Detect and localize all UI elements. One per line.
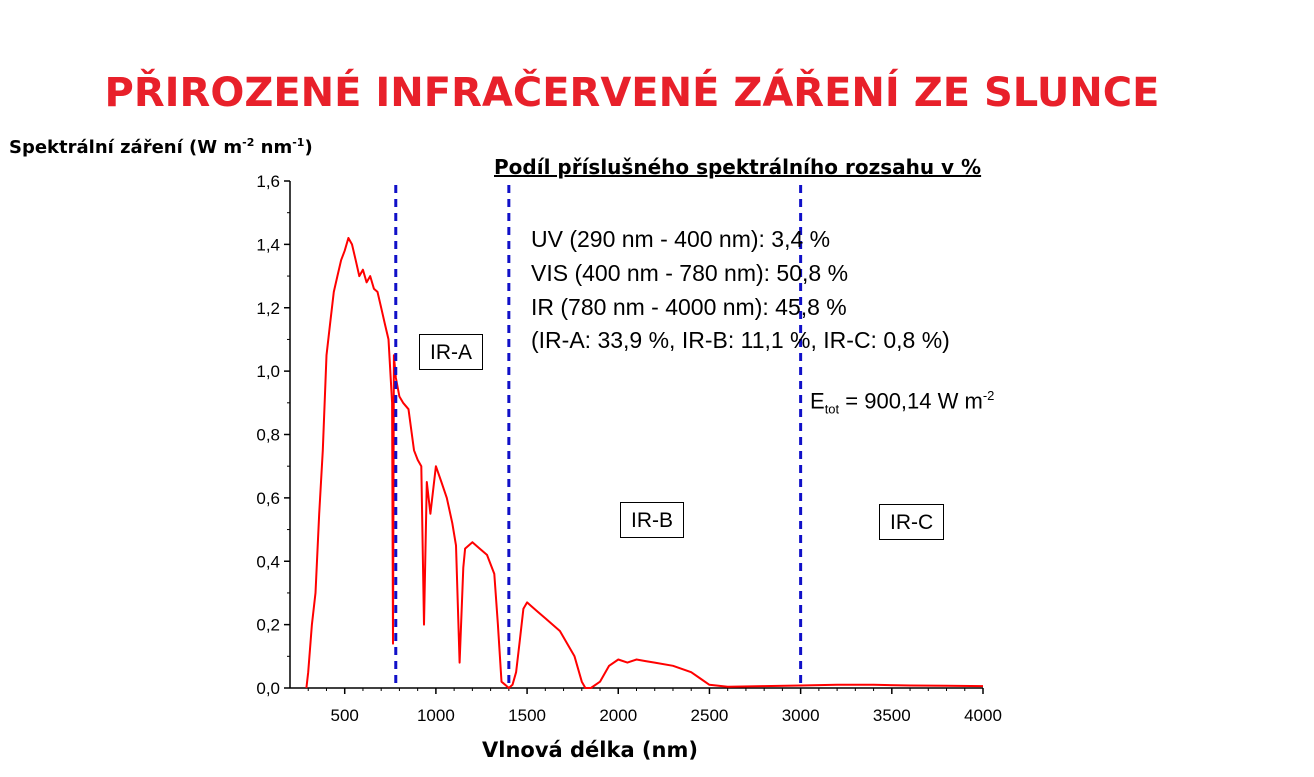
- x-tick-label: 3000: [782, 706, 820, 725]
- share-line-vis: VIS (400 nm - 780 nm): 50,8 %: [531, 260, 849, 286]
- y-tick-label: 0,2: [256, 616, 280, 635]
- x-tick-label: 500: [331, 706, 359, 725]
- y-tick-label: 0,6: [256, 489, 280, 508]
- total-irradiance-symbol: E: [810, 388, 825, 414]
- x-axis-title: Vlnová délka (nm): [482, 738, 698, 762]
- band-label-ir-b: IR-B: [620, 502, 684, 538]
- band-label-ir-c: IR-C: [879, 504, 945, 540]
- y-axis-title-mid: nm: [254, 137, 293, 158]
- x-tick-label: 3500: [873, 706, 911, 725]
- page-title: PŘIROZENÉ INFRAČERVENÉ ZÁŘENÍ ZE SLUNCE: [104, 70, 1160, 116]
- share-line-ir: IR (780 nm - 4000 nm): 45,8 %: [531, 294, 847, 320]
- total-irradiance-exp: -2: [982, 388, 995, 403]
- x-tick-label: 4000: [964, 706, 1002, 725]
- x-tick-label: 2500: [691, 706, 729, 725]
- y-axis-title: Spektrální záření (W m-2 nm-1): [9, 136, 313, 158]
- y-axis-title-main: Spektrální záření (W m: [9, 137, 243, 158]
- y-tick-label: 0,4: [256, 552, 280, 571]
- y-tick-label: 0,8: [256, 426, 280, 445]
- total-irradiance-value: = 900,14 W m: [839, 388, 983, 414]
- y-axis-title-exp1: -2: [242, 136, 255, 149]
- y-tick-label: 1,4: [256, 235, 280, 254]
- y-axis-title-end: ): [304, 137, 313, 158]
- chart-axes: 0,0 0,2 0,4 0,6 0,8 1,0 1,2 1,4 1,6 500 1000 1500 20…: [256, 172, 1002, 725]
- y-axis-title-exp2: -1: [292, 136, 305, 149]
- total-irradiance: Etot = 900,14 W m-2: [810, 388, 994, 417]
- band-label-ir-a: IR-A: [419, 334, 483, 370]
- y-tick-label: 0,0: [256, 679, 280, 698]
- spectrum-series: [305, 237, 984, 689]
- y-tick-label: 1,6: [256, 172, 280, 191]
- share-line-uv: UV (290 nm - 400 nm): 3,4 %: [531, 226, 831, 252]
- x-tick-label: 2000: [599, 706, 637, 725]
- y-tick-label: 1,0: [256, 362, 280, 381]
- legend-heading: Podíl příslušného spektrálního rozsahu v…: [494, 155, 982, 179]
- share-line-ir-breakdown: (IR-A: 33,9 %, IR-B: 11,1 %, IR-C: 0,8 %…: [531, 327, 950, 353]
- x-tick-label: 1500: [508, 706, 546, 725]
- y-tick-label: 1,2: [256, 299, 280, 318]
- spectrum-line: [305, 237, 984, 689]
- x-tick-label: 1000: [417, 706, 455, 725]
- total-irradiance-sub: tot: [824, 401, 840, 417]
